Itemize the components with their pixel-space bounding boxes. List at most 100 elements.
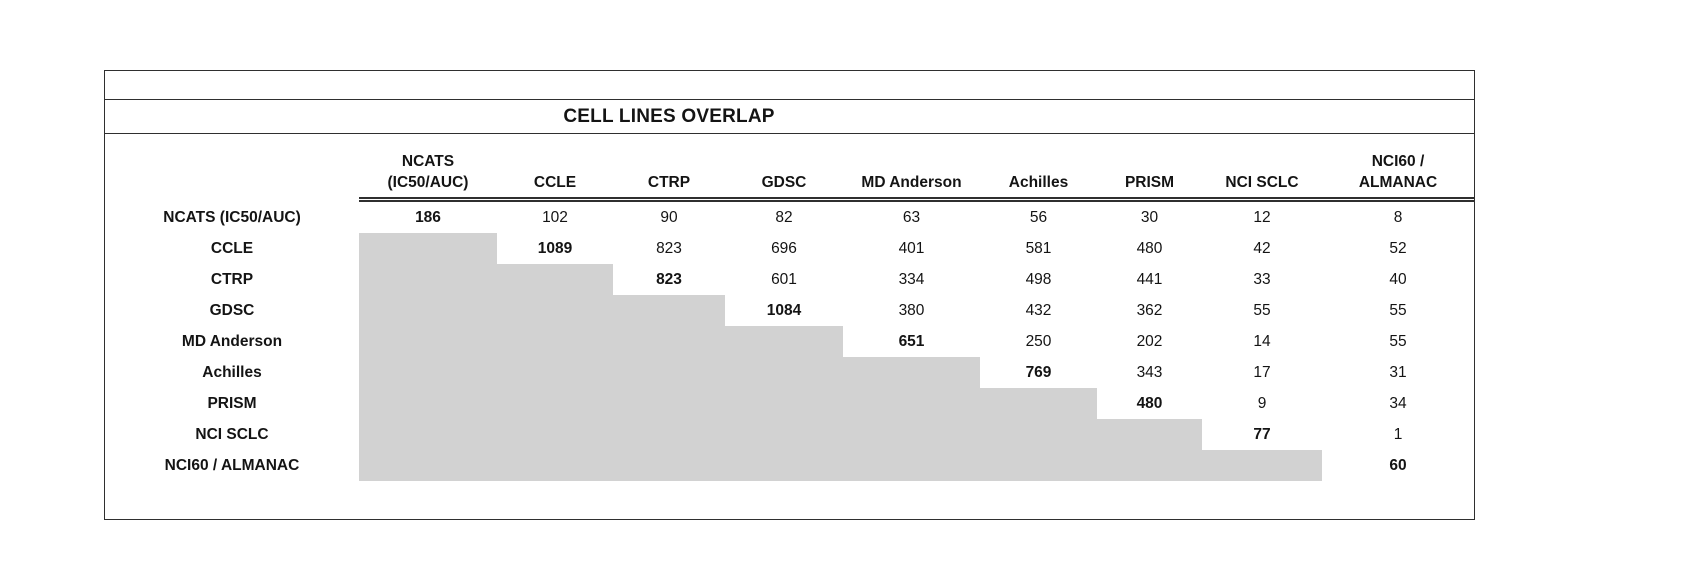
shaded-cell — [843, 450, 980, 481]
overlap-value-cell: 31 — [1389, 364, 1407, 381]
column-header-label: Achilles — [1008, 174, 1069, 192]
shaded-cell — [497, 450, 613, 481]
shaded-cell — [359, 450, 497, 481]
overlap-value-cell: 17 — [1253, 364, 1271, 381]
row-label: CCLE — [210, 240, 254, 257]
overlap-value-cell: 9 — [1257, 395, 1267, 412]
shaded-cell — [497, 264, 613, 295]
row-label: PRISM — [207, 395, 257, 412]
column-header-label: CTRP — [647, 174, 691, 192]
shaded-cell — [843, 357, 980, 388]
column-header: NCATS (IC50/AUC) — [359, 134, 497, 202]
column-header: NCI SCLC — [1202, 134, 1322, 202]
shaded-cell — [359, 326, 497, 357]
overlap-value-cell: 55 — [1253, 302, 1271, 319]
shaded-cell — [613, 295, 725, 326]
overlap-value-cell: 102 — [542, 209, 568, 226]
shaded-cell — [613, 450, 725, 481]
shaded-cell — [359, 388, 497, 419]
shaded-cell — [359, 295, 497, 326]
overlap-value-cell: 30 — [1140, 209, 1159, 226]
diagonal-total-cell: 60 — [1389, 457, 1407, 474]
shaded-cell — [725, 450, 843, 481]
shaded-cell — [359, 233, 497, 264]
overlap-value-cell: 343 — [1136, 364, 1163, 381]
shaded-cell — [843, 388, 980, 419]
corner-header-cell — [105, 134, 359, 202]
diagonal-total-cell: 1084 — [766, 302, 802, 319]
shaded-cell — [980, 450, 1097, 481]
overlap-value-cell: 8 — [1393, 209, 1403, 226]
shaded-cell — [359, 264, 497, 295]
shaded-cell — [497, 419, 613, 450]
column-header-label: NCI60 / ALMANAC — [1358, 153, 1438, 192]
overlap-value-cell: 601 — [771, 271, 797, 288]
column-header-label: GDSC — [761, 174, 807, 192]
shaded-cell — [613, 326, 725, 357]
shaded-cell — [725, 326, 843, 357]
overlap-value-cell: 55 — [1389, 302, 1407, 319]
column-header-label: MD Anderson — [861, 174, 962, 192]
diagonal-total-cell: 1089 — [537, 240, 573, 257]
row-label: NCATS (IC50/AUC) — [163, 209, 301, 226]
shaded-cell — [1097, 419, 1202, 450]
overlap-value-cell: 432 — [1025, 302, 1052, 319]
shaded-cell — [613, 419, 725, 450]
overlap-value-cell: 90 — [660, 209, 678, 226]
overlap-value-cell: 42 — [1253, 240, 1271, 257]
overlap-value-cell: 14 — [1253, 333, 1271, 350]
overlap-value-cell: 401 — [898, 240, 925, 257]
column-header: MD Anderson — [843, 134, 980, 202]
diagonal-total-cell: 480 — [1136, 395, 1163, 412]
table-title-row: CELL LINES OVERLAP — [105, 100, 1474, 134]
overlap-value-cell: 82 — [775, 209, 793, 226]
shaded-cell — [725, 357, 843, 388]
shaded-cell — [497, 326, 613, 357]
overlap-value-cell: 33 — [1253, 271, 1271, 288]
shaded-cell — [359, 419, 497, 450]
overlap-value-cell: 441 — [1136, 271, 1163, 288]
shaded-cell — [359, 357, 497, 388]
diagonal-total-cell: 769 — [1025, 364, 1052, 381]
overlap-value-cell: 55 — [1389, 333, 1407, 350]
shaded-cell — [613, 388, 725, 419]
overlap-value-cell: 12 — [1253, 209, 1271, 226]
overlap-value-cell: 52 — [1389, 240, 1407, 257]
empty-header-row — [105, 71, 1474, 100]
row-label: Achilles — [202, 364, 262, 381]
diagonal-total-cell: 823 — [656, 271, 682, 288]
overlap-value-cell: 362 — [1136, 302, 1163, 319]
overlap-value-cell: 823 — [656, 240, 682, 257]
column-header: CTRP — [613, 134, 725, 202]
overlap-value-cell: 581 — [1025, 240, 1052, 257]
table-title: CELL LINES OVERLAP — [563, 105, 775, 127]
shaded-cell — [725, 388, 843, 419]
row-label: NCI60 / ALMANAC — [164, 457, 300, 474]
cell-lines-overlap-table: CELL LINES OVERLAP NCATS (IC50/AUC) CCLE C… — [104, 70, 1475, 520]
row-label: MD Anderson — [181, 333, 283, 350]
overlap-value-cell: 40 — [1389, 271, 1407, 288]
diagonal-total-cell: 651 — [898, 333, 925, 350]
shaded-cell — [725, 419, 843, 450]
overlap-value-cell: 498 — [1025, 271, 1052, 288]
column-header: NCI60 / ALMANAC — [1322, 134, 1474, 202]
shaded-cell — [980, 419, 1097, 450]
column-header-label: NCI SCLC — [1225, 174, 1299, 192]
column-header: GDSC — [725, 134, 843, 202]
overlap-value-cell: 34 — [1389, 395, 1407, 412]
shaded-cell — [497, 357, 613, 388]
column-header-label: NCATS (IC50/AUC) — [387, 153, 469, 192]
overlap-value-cell: 56 — [1029, 209, 1048, 226]
overlap-value-cell: 380 — [898, 302, 925, 319]
column-header: CCLE — [497, 134, 613, 202]
shaded-cell — [1097, 450, 1202, 481]
diagonal-total-cell: 186 — [415, 209, 441, 226]
shaded-cell — [980, 388, 1097, 419]
overlap-value-cell: 1 — [1393, 426, 1403, 443]
overlap-value-cell: 250 — [1025, 333, 1052, 350]
diagonal-total-cell: 77 — [1253, 426, 1271, 443]
shaded-cell — [613, 357, 725, 388]
row-label: GDSC — [209, 302, 255, 319]
overlap-value-cell: 480 — [1136, 240, 1163, 257]
